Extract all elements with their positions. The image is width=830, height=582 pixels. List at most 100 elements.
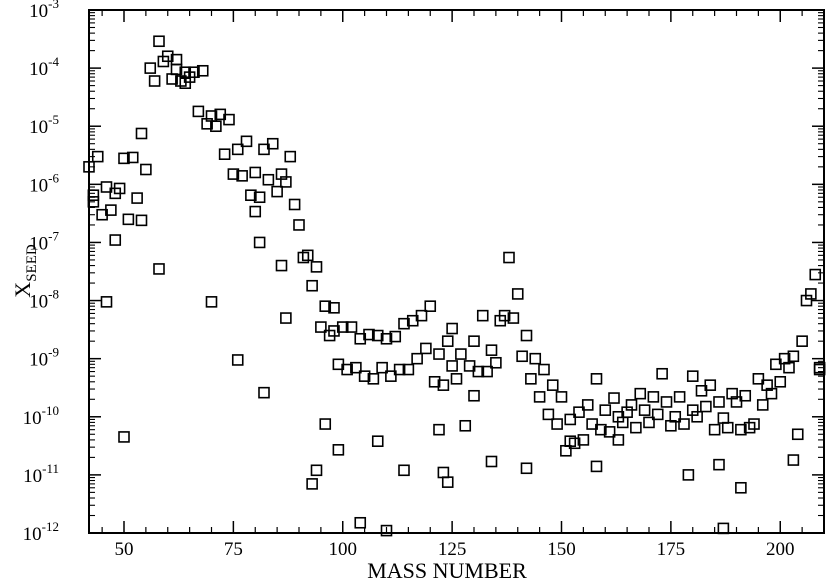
data-point [371,329,384,342]
x-tick-labels: 50 75 100 125 150 175 200 [115,539,795,560]
data-point [625,399,638,411]
data-point [393,363,406,376]
data-point [787,454,800,466]
data-point [240,135,253,148]
data-point [328,325,340,337]
data-point [564,413,577,426]
data-point [735,423,747,436]
data-point [345,321,358,333]
data-point [787,350,800,363]
data-point [380,524,393,537]
data-point [398,464,410,477]
y-tick-labels: 10-1210-1110-1010-910-810-710-610-510-41… [23,0,60,545]
data-point [525,373,537,385]
data-point [441,335,454,347]
data-point [367,373,380,385]
data-point [468,335,480,347]
y-tick-exponent: -7 [48,228,59,243]
data-point [249,205,262,218]
x-axis-title: MASS NUMBER [367,558,527,582]
data-point [315,321,327,333]
y-tick-label: 10-9 [29,345,59,371]
data-point [385,370,397,382]
data-point [118,431,130,443]
data-point [91,150,104,163]
data-point [231,354,244,366]
data-point [538,363,550,376]
data-point [415,309,428,322]
y-tick-exponent: -11 [42,461,59,476]
data-point [450,373,463,385]
data-point [682,469,695,481]
data-point [498,309,511,322]
data-point [529,352,542,365]
data-point [433,423,445,436]
data-point [634,387,647,400]
data-point [721,421,734,434]
data-point [485,344,498,356]
data-point [105,204,117,216]
data-point [306,478,318,490]
data-point [730,396,743,408]
data-point [708,423,721,436]
data-point [603,426,616,438]
data-point [402,363,415,376]
data-point [411,352,423,365]
data-point [455,348,467,360]
data-point [735,481,747,494]
y-tick-exponent: -6 [48,170,59,185]
data-point [371,435,384,447]
data-point [717,412,730,424]
data-point [459,419,472,432]
data-point [135,214,148,227]
data-point [336,321,349,333]
data-point [577,434,590,446]
data-point [161,50,174,63]
data-point [752,373,765,385]
data-point [253,236,266,249]
data-point [236,170,248,182]
data-point [739,389,752,402]
y-tick-exponent: -9 [48,345,59,360]
y-tick-exponent: -10 [42,403,59,418]
data-point [791,428,804,441]
data-point [713,458,725,471]
data-markers [83,35,826,537]
x-tick-label: 125 [438,539,467,560]
data-point [660,396,673,408]
data-point [192,105,205,118]
data-point [376,361,388,374]
data-point [472,365,485,378]
data-point [441,476,454,488]
data-point [358,370,371,382]
data-point [280,176,292,188]
data-point [481,365,493,378]
data-point [354,516,367,529]
data-point [262,173,275,186]
data-point [100,181,113,193]
data-point [581,399,594,411]
y-tick-exponent: -8 [48,287,59,302]
data-point [713,396,725,408]
data-point [83,161,95,173]
data-point [507,312,520,324]
x-tick-label: 175 [657,539,686,560]
y-tick-exponent: -5 [48,112,59,127]
y-tick-base: 10 [29,59,48,80]
data-point [310,261,323,273]
data-point [669,410,682,423]
data-point [319,418,332,430]
y-tick-base: 10 [29,292,48,313]
data-point [756,399,769,411]
data-point [433,348,445,360]
data-point [542,408,555,421]
y-axis-title-subscript: SEED [24,244,40,282]
data-point [686,370,699,382]
data-point [503,251,515,264]
y-tick-base: 10 [29,1,48,22]
data-point [446,360,458,372]
y-axis-title: XSEED [10,244,40,298]
data-point [630,421,642,434]
data-point [651,408,664,421]
data-point [612,434,625,446]
